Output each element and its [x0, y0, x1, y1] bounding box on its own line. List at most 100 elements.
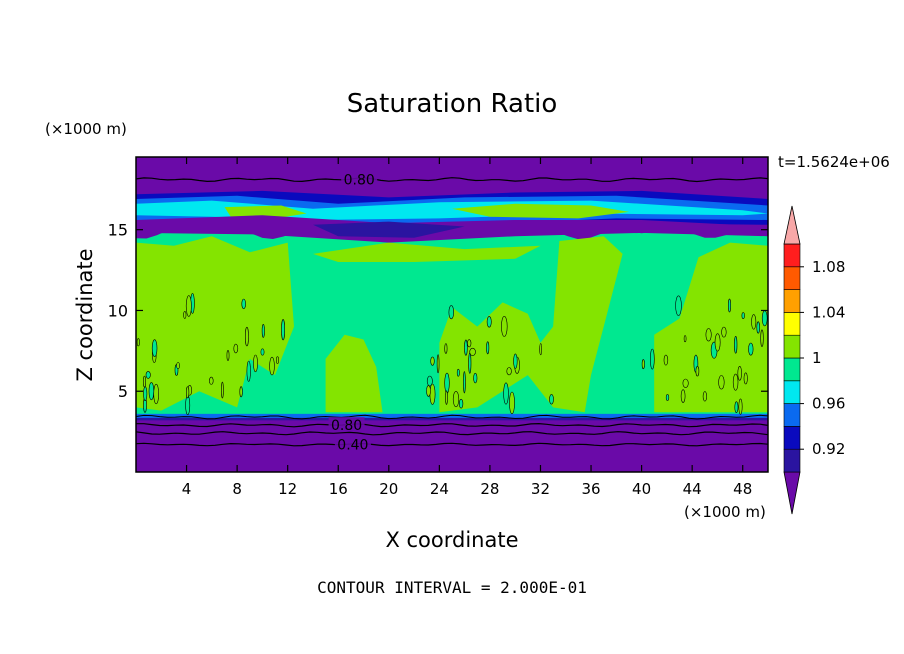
cell: [253, 354, 258, 373]
cell: [136, 338, 140, 347]
cell: [452, 391, 460, 408]
contour-label-bg: [334, 436, 371, 451]
cell: [738, 398, 743, 415]
cell: [143, 386, 148, 402]
cell: [275, 356, 279, 364]
contour-line: [136, 177, 768, 183]
y-tick-label: 15: [108, 221, 128, 240]
upper-patch-1: [224, 205, 307, 219]
cell: [436, 354, 440, 374]
cell: [680, 389, 686, 403]
contour-lines: [136, 177, 768, 447]
chart-title: Saturation Ratio: [347, 89, 558, 119]
cell: [641, 359, 645, 370]
cell: [682, 378, 689, 388]
dry-tongue-core: [313, 221, 465, 238]
x-tick-label: 20: [379, 480, 398, 498]
cell: [503, 382, 509, 405]
cell: [748, 342, 754, 356]
colorbar-box: [783, 357, 801, 382]
cell: [445, 390, 448, 405]
y-tick-label: 5: [118, 382, 128, 401]
cell: [702, 391, 708, 402]
cell: [714, 333, 721, 352]
cell: [148, 382, 155, 401]
colorbar-box: [783, 266, 801, 290]
cell: [151, 339, 158, 358]
cell: [183, 311, 187, 319]
x-tick-label: 28: [480, 480, 499, 498]
moist-region: [325, 334, 383, 413]
cell: [260, 348, 265, 356]
colorbar-label: 1: [812, 349, 822, 367]
colorbar-box: [783, 243, 801, 268]
cell: [143, 375, 147, 388]
cell: [429, 383, 436, 405]
colorbar-box: [783, 289, 801, 313]
cell: [226, 349, 230, 361]
y-unit-label: (×1000 m): [45, 120, 127, 138]
layer-bottom: [136, 420, 768, 472]
x-tick-label: 36: [581, 480, 600, 498]
cell: [281, 319, 286, 341]
cell: [153, 383, 159, 405]
cell: [509, 391, 515, 415]
colorbar-low-arrow: [783, 471, 801, 515]
contour-label: 0.80: [331, 418, 362, 434]
cell: [737, 365, 742, 381]
cell: [675, 295, 682, 316]
cell: [444, 372, 450, 394]
cell: [464, 339, 468, 356]
contour-line: [136, 442, 768, 447]
contour-line: [136, 422, 768, 428]
cell: [241, 298, 246, 310]
contour-field: [136, 157, 768, 472]
cell: [501, 315, 508, 337]
cell: [426, 385, 431, 397]
y-axis-title: Z coordinate: [73, 248, 97, 381]
layer-low-edge2: [136, 417, 768, 422]
moist-region: [313, 242, 541, 262]
cell: [468, 352, 472, 374]
colorbar-box: [783, 380, 801, 404]
x-tick-label: 40: [632, 480, 651, 498]
cell: [239, 386, 243, 398]
time-label: t=1.5624e+06: [778, 153, 890, 171]
cell: [463, 371, 466, 394]
cell: [549, 394, 554, 405]
colorbar-label: 0.92: [812, 440, 845, 458]
contour-label-bg: [341, 171, 378, 186]
cell: [741, 312, 745, 319]
cell: [506, 367, 512, 376]
cell: [233, 343, 239, 354]
x-tick-label: 16: [329, 480, 348, 498]
moist-region: [439, 236, 623, 413]
x-unit-label: (×1000 m): [684, 503, 766, 521]
contour-label-bg: [328, 417, 365, 432]
colorbar-box: [783, 448, 801, 473]
cell: [456, 368, 460, 377]
y-axis: 5 10 15: [108, 221, 768, 401]
cell: [186, 386, 190, 399]
cell: [185, 395, 191, 416]
cell: [663, 354, 669, 366]
cell: [683, 335, 687, 343]
x-tick-label: 12: [278, 480, 297, 498]
cell: [721, 326, 727, 338]
cell: [426, 375, 433, 387]
cell: [244, 326, 249, 347]
cell: [145, 371, 151, 379]
cell: [185, 295, 192, 317]
cell: [665, 394, 670, 401]
cell: [269, 356, 275, 376]
cell: [448, 305, 454, 320]
contour-labels: 0.80 0.80 0.40: [328, 171, 378, 454]
colorbar-label: 1.08: [812, 258, 845, 276]
contour-line: [136, 431, 768, 436]
cell: [246, 360, 251, 382]
cell: [649, 348, 655, 370]
cell: [705, 328, 712, 342]
cell: [513, 353, 518, 369]
colorbar: 0.92 0.96 1 1.04 1.08: [783, 205, 845, 515]
